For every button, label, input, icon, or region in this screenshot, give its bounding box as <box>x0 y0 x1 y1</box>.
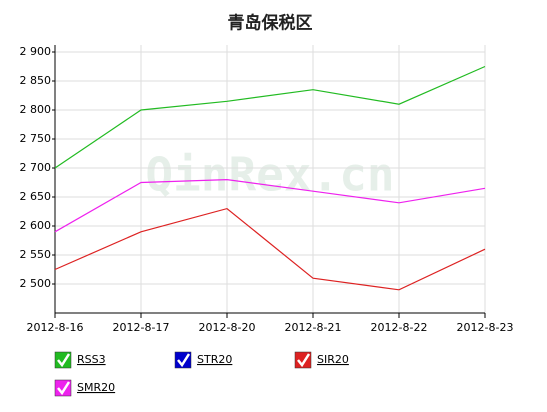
x-tick-label: 2012-8-21 <box>285 321 342 334</box>
legend-label: SMR20 <box>77 381 115 394</box>
y-tick-label: 2 600 <box>20 219 52 232</box>
y-tick-label: 2 500 <box>20 277 52 290</box>
chart-title: 青岛保税区 <box>228 13 313 34</box>
y-tick-label: 2 850 <box>20 74 52 87</box>
x-tick-label: 2012-8-23 <box>457 321 514 334</box>
series-line <box>54 207 486 291</box>
x-tick-label: 2012-8-17 <box>113 321 170 334</box>
series-line <box>54 178 486 233</box>
legend-check <box>177 353 191 368</box>
legend-label: STR20 <box>197 353 232 366</box>
y-tick-label: 2 550 <box>20 248 52 261</box>
legend-check <box>57 353 71 368</box>
y-tick-label: 2 750 <box>20 132 52 145</box>
legend-item: SMR20 <box>54 379 115 397</box>
legend-item: RSS3 <box>54 351 106 369</box>
x-tick-label: 2012-8-16 <box>27 321 84 334</box>
y-tick-label: 2 700 <box>20 161 52 174</box>
legend-label: SIR20 <box>317 353 349 366</box>
y-tick-label: 2 650 <box>20 190 52 203</box>
legend-label: RSS3 <box>77 353 106 366</box>
legend-check <box>57 381 71 396</box>
series-line <box>54 65 486 169</box>
y-tick-label: 2 900 <box>20 45 52 58</box>
x-tick-label: 2012-8-22 <box>371 321 428 334</box>
legend-item: STR20 <box>174 351 232 369</box>
legend-item: SIR20 <box>294 351 349 369</box>
y-tick-label: 2 800 <box>20 103 52 116</box>
watermark: QinRex.cn <box>145 148 394 202</box>
x-tick-label: 2012-8-20 <box>199 321 256 334</box>
legend-check <box>297 353 311 368</box>
